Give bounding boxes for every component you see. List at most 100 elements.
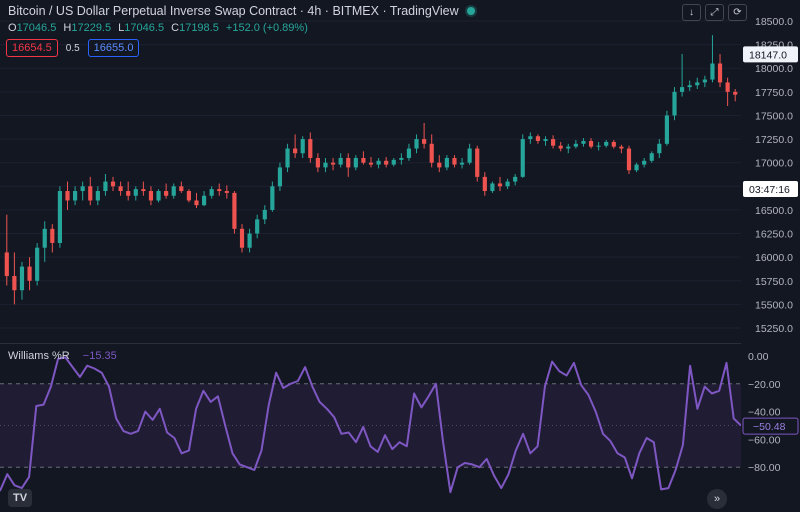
candle-body bbox=[262, 209, 267, 220]
williams-r-point bbox=[566, 374, 568, 377]
williams-r-point bbox=[428, 395, 430, 397]
candle-body bbox=[497, 183, 503, 187]
williams-r-chart[interactable] bbox=[0, 344, 741, 512]
williams-r-point bbox=[369, 445, 372, 447]
candle-body bbox=[725, 82, 730, 92]
candle-body bbox=[475, 148, 480, 177]
indicator-tick-label: −20.00 bbox=[748, 379, 781, 391]
williams-r-point bbox=[130, 433, 132, 435]
williams-r-point bbox=[210, 401, 212, 403]
candle-body bbox=[361, 157, 366, 163]
candle-body bbox=[482, 176, 487, 192]
candle-body bbox=[315, 157, 320, 168]
williams-r-point bbox=[624, 456, 626, 459]
candle-body bbox=[535, 136, 541, 141]
candle-body bbox=[42, 228, 47, 248]
williams-r-point bbox=[246, 466, 248, 468]
williams-r-point bbox=[275, 372, 277, 374]
williams-r-point bbox=[500, 487, 502, 489]
price-tick-label: 17500.0 bbox=[755, 110, 793, 122]
candle-body bbox=[270, 186, 275, 210]
williams-r-point bbox=[101, 372, 103, 374]
candle-body bbox=[596, 145, 601, 147]
candle-body bbox=[702, 79, 707, 83]
tradingview-logo-icon[interactable]: TV bbox=[8, 489, 32, 507]
williams-r-point bbox=[471, 463, 473, 465]
williams-r-point bbox=[195, 408, 197, 410]
candlestick-chart[interactable] bbox=[0, 0, 741, 343]
candle-body bbox=[459, 162, 465, 165]
williams-r-point bbox=[159, 408, 161, 410]
price-axis[interactable]: 18500.018250.018000.017750.017500.017250… bbox=[741, 0, 800, 512]
williams-r-point bbox=[0, 490, 1, 492]
williams-r-point bbox=[486, 458, 488, 460]
pane-divider[interactable] bbox=[0, 343, 800, 344]
candle-body bbox=[126, 191, 131, 196]
williams-r-point bbox=[544, 386, 546, 388]
candle-body bbox=[201, 195, 207, 206]
williams-r-point bbox=[355, 441, 357, 443]
refresh-icon[interactable]: ⟳ bbox=[728, 4, 747, 21]
williams-r-point bbox=[646, 437, 648, 439]
indicator-pane[interactable] bbox=[0, 344, 741, 512]
spread-value: 0.5 bbox=[65, 42, 80, 54]
williams-r-point bbox=[537, 445, 539, 447]
down-arrow-icon[interactable]: ↓ bbox=[682, 4, 701, 21]
open-value: 17046.5 bbox=[16, 22, 57, 34]
williams-r-point bbox=[696, 408, 699, 410]
williams-r-point bbox=[718, 390, 720, 392]
candle-body bbox=[179, 186, 184, 192]
candle-body bbox=[368, 162, 374, 165]
williams-r-point bbox=[682, 444, 684, 446]
countdown-tag bbox=[743, 180, 798, 197]
indicator-legend[interactable]: Williams %R −15.35 bbox=[8, 350, 117, 362]
williams-r-point bbox=[406, 445, 408, 447]
low-label: L bbox=[118, 22, 125, 34]
williams-r-point bbox=[35, 405, 37, 407]
williams-r-point bbox=[144, 411, 146, 413]
chart-toolbar: ↓ ⤢ ⟳ bbox=[682, 4, 747, 21]
candle-body bbox=[391, 159, 396, 165]
williams-r-point bbox=[319, 401, 321, 403]
fullscreen-icon[interactable]: ⤢ bbox=[705, 4, 724, 21]
candle-body bbox=[65, 191, 70, 201]
symbol-title[interactable]: Bitcoin / US Dollar Perpetual Inverse Sw… bbox=[8, 4, 475, 18]
williams-r-point bbox=[704, 386, 706, 388]
williams-r-point bbox=[108, 386, 110, 388]
candle-body bbox=[293, 148, 298, 154]
candle-body bbox=[551, 139, 556, 146]
williams-r-point bbox=[449, 491, 451, 493]
candle-body bbox=[277, 167, 283, 187]
scroll-to-realtime-icon[interactable]: » bbox=[707, 489, 727, 509]
close-value: 17198.5 bbox=[179, 22, 219, 34]
candle-body bbox=[581, 140, 586, 144]
price-pane[interactable] bbox=[0, 0, 741, 343]
williams-r-point bbox=[260, 449, 263, 452]
williams-r-point bbox=[399, 441, 401, 443]
williams-r-point bbox=[57, 358, 59, 360]
candle-body bbox=[657, 143, 662, 154]
williams-r-point bbox=[733, 417, 735, 420]
candle-body bbox=[680, 87, 685, 92]
williams-r-point bbox=[115, 417, 117, 420]
buy-button[interactable]: 16655.0 bbox=[87, 39, 140, 57]
williams-r-point bbox=[377, 451, 379, 453]
candle-body bbox=[27, 266, 32, 281]
candle-body bbox=[171, 186, 176, 196]
indicator-name: Williams %R bbox=[8, 350, 70, 362]
williams-r-point bbox=[297, 380, 299, 382]
williams-r-point bbox=[507, 473, 510, 475]
williams-r-point bbox=[202, 390, 204, 392]
williams-r-point bbox=[580, 384, 582, 386]
candle-body bbox=[118, 186, 123, 192]
sell-button[interactable]: 16654.5 bbox=[6, 39, 58, 57]
williams-r-point bbox=[239, 463, 241, 465]
candle-body bbox=[232, 192, 237, 229]
williams-r-point bbox=[391, 448, 393, 450]
williams-r-point bbox=[595, 411, 597, 413]
price-tick-label: 17750.0 bbox=[755, 87, 793, 99]
candle-body bbox=[672, 91, 677, 116]
williams-r-point bbox=[231, 452, 234, 454]
williams-r-point bbox=[413, 392, 415, 395]
candle-body bbox=[330, 162, 336, 165]
